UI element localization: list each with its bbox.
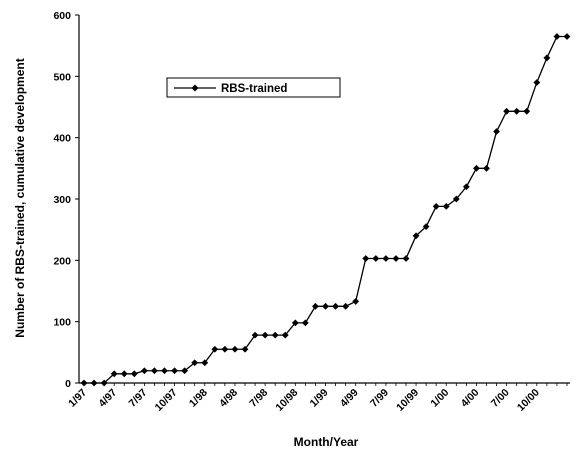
data-point [130,370,138,378]
data-point [402,255,410,262]
x-axis-title: Month/Year [294,435,359,449]
legend-box [166,77,341,98]
data-point [372,255,380,262]
data-point [473,164,480,172]
data-point [493,128,500,135]
data-point [291,319,299,327]
data-point [462,183,470,191]
data-point [422,223,430,230]
data-point [553,33,561,40]
y-tick-label: 600 [53,10,71,22]
data-point [261,331,269,339]
data-point [322,302,329,310]
y-tick-label: 400 [53,133,71,145]
y-tick-label: 500 [53,71,71,83]
data-point [161,367,168,375]
data-point [432,202,440,210]
data-point [382,255,390,262]
data-point [352,298,360,305]
data-point [201,359,209,367]
x-tick-label: 10/97 [153,387,180,414]
data-point [80,379,88,387]
data-point [120,370,128,378]
axes [78,15,570,384]
data-point [211,345,219,353]
x-tick-label: 1/00 [428,387,451,410]
data-point [231,345,239,353]
legend-label: RBS-trained [221,83,287,95]
data-point [563,33,571,40]
x-tick-label: 7/97 [127,387,150,410]
y-axis-title: Number of RBS-trained, cumulative develo… [13,58,27,337]
x-tick-label: 10/99 [394,387,421,414]
data-point [342,302,350,310]
data-point [221,345,229,353]
y-tick-label: 100 [53,317,71,329]
data-point [332,302,339,310]
x-tick-label: 7/00 [489,387,512,410]
data-point [281,331,289,339]
y-ticks: 0 100 200 300 400 500 600 [53,10,79,390]
data-point [151,367,158,375]
x-tick-label: 4/97 [96,387,119,410]
data-point [442,202,450,210]
y-tick-label: 300 [53,194,71,206]
data-point [533,79,541,86]
x-tick-label: 10/98 [273,387,300,414]
x-tick-label: 4/98 [217,387,240,410]
x-tick-label: 1/98 [187,387,210,410]
data-point [251,331,259,339]
y-tick-label: 200 [53,255,71,267]
x-tick-label: 7/98 [247,387,270,410]
x-tick-label: 1/99 [308,387,331,410]
data-point [191,359,199,367]
data-point [513,107,521,115]
data-point [503,107,511,115]
data-point [312,302,319,310]
data-point [110,370,118,378]
x-tick-label: 4/00 [459,387,482,410]
data-point [412,232,420,240]
data-point [523,107,531,115]
data-point [392,255,400,262]
data-point [452,195,460,203]
data-point [543,54,551,62]
x-tick-label: 7/99 [368,387,391,410]
data-point [362,255,370,262]
x-ticks: 1/97 4/97 7/97 10/97 1/98 4/98 7/98 10/98 1/99 4/… [66,383,568,414]
data-point [171,367,178,375]
data-point [181,367,189,375]
data-point [301,319,309,327]
x-tick-label: 10/00 [515,387,542,414]
series [80,33,571,387]
legend: RBS-trained [166,77,341,98]
data-point [100,379,108,387]
x-tick-label: 4/99 [338,387,361,410]
y-tick-label: 0 [65,378,71,390]
legend-marker [191,84,199,92]
data-point [90,379,98,387]
data-point [483,164,490,172]
data-point [271,331,279,339]
data-point [140,367,148,375]
data-point [241,345,249,353]
